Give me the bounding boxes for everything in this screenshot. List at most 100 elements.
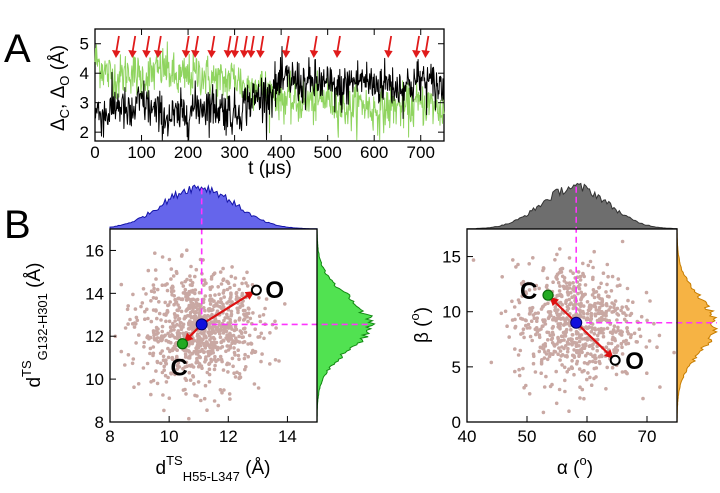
scatter-point xyxy=(601,271,606,276)
scatter-point xyxy=(141,287,146,291)
scatter-point xyxy=(593,328,598,332)
scatter-point xyxy=(520,294,524,298)
scatter-point xyxy=(621,311,625,315)
scatter-point xyxy=(203,383,208,388)
scatter-point xyxy=(607,294,611,299)
scatter-point xyxy=(582,368,586,373)
scatter-point xyxy=(575,336,579,341)
scatter-point xyxy=(232,371,236,376)
scatter-point xyxy=(149,392,153,397)
scatter-point xyxy=(257,296,261,300)
scatter-point xyxy=(563,389,567,394)
closed-state-label: C xyxy=(170,355,187,382)
x-tick-label: 12 xyxy=(219,427,238,446)
scatter-point xyxy=(136,382,141,386)
scatter-point xyxy=(578,335,582,340)
scatter-point xyxy=(524,383,528,388)
scatter-point xyxy=(188,274,192,278)
scatter-point xyxy=(237,287,241,292)
scatter-point xyxy=(582,293,586,297)
scatter-point xyxy=(560,274,565,279)
scatter-point xyxy=(134,341,138,345)
panel-b-left-frame xyxy=(109,228,318,423)
scatter-point xyxy=(176,329,180,333)
scatter-point xyxy=(624,342,628,346)
scatter-point xyxy=(553,258,557,262)
scatter-point xyxy=(139,304,143,309)
scatter-point xyxy=(471,258,476,262)
scatter-point xyxy=(230,356,235,361)
scatter-point xyxy=(567,409,571,414)
scatter-point xyxy=(165,288,170,293)
scatter-point xyxy=(597,286,601,290)
scatter-point xyxy=(582,396,586,401)
scatter-point xyxy=(546,330,551,335)
scatter-point xyxy=(273,319,277,324)
scatter-point xyxy=(234,297,239,302)
scatter-point xyxy=(541,268,545,273)
scatter-point xyxy=(564,344,568,348)
scatter-point xyxy=(575,313,580,318)
scatter-point xyxy=(167,257,172,262)
scatter-point xyxy=(244,281,248,285)
scatter-point xyxy=(619,308,623,313)
scatter-point xyxy=(233,276,238,280)
scatter-point xyxy=(166,346,170,351)
scatter-point xyxy=(237,372,242,376)
scatter-point xyxy=(211,307,215,312)
scatter-point xyxy=(588,375,592,380)
scatter-point xyxy=(577,344,581,348)
closed-state-marker xyxy=(176,338,189,350)
scatter-point xyxy=(160,334,164,338)
scatter-point xyxy=(153,251,157,255)
panel-a-event-arrows xyxy=(111,35,430,58)
scatter-point xyxy=(561,284,566,289)
scatter-point xyxy=(196,346,201,350)
scatter-point xyxy=(554,401,559,406)
scatter-point xyxy=(637,327,642,332)
scatter-point xyxy=(145,307,149,312)
scatter-point xyxy=(142,340,146,345)
scatter-point xyxy=(259,359,263,364)
scatter-point xyxy=(152,286,156,291)
scatter-point xyxy=(565,349,570,354)
scatter-point xyxy=(554,311,559,315)
scatter-point xyxy=(170,357,174,361)
scatter-point xyxy=(541,410,546,415)
scatter-point xyxy=(253,327,257,332)
scatter-point xyxy=(268,362,272,366)
scatter-point xyxy=(588,307,593,311)
x-tick-label: 10 xyxy=(160,427,179,446)
scatter-point xyxy=(191,297,195,302)
scatter-point xyxy=(581,304,586,308)
scatter-point xyxy=(592,249,596,254)
scatter-point xyxy=(218,335,223,340)
scatter-point xyxy=(533,370,538,374)
scatter-point xyxy=(212,271,217,276)
scatter-point xyxy=(175,363,180,368)
scatter-point xyxy=(207,334,212,338)
scatter-point xyxy=(252,382,257,386)
panel-b-left-overlay: OC xyxy=(170,185,371,382)
scatter-point xyxy=(197,342,202,347)
scatter-point xyxy=(156,340,160,344)
y-tick-label: 10 xyxy=(85,370,104,389)
scatter-point xyxy=(146,316,150,321)
scatter-point xyxy=(544,285,549,289)
scatter-point xyxy=(551,324,555,329)
scatter-point xyxy=(171,366,175,371)
scatter-point xyxy=(148,346,153,351)
scatter-point xyxy=(174,300,179,305)
scatter-point xyxy=(169,329,173,333)
scatter-point xyxy=(187,370,192,375)
scatter-point xyxy=(559,334,564,339)
scatter-point xyxy=(184,309,188,313)
scatter-point xyxy=(161,393,165,397)
scatter-point xyxy=(542,385,547,389)
scatter-point xyxy=(226,339,231,343)
scatter-point xyxy=(212,299,216,303)
scatter-point xyxy=(537,286,541,291)
scatter-point xyxy=(184,378,189,383)
scatter-point xyxy=(600,303,604,308)
scatter-point xyxy=(556,280,561,285)
